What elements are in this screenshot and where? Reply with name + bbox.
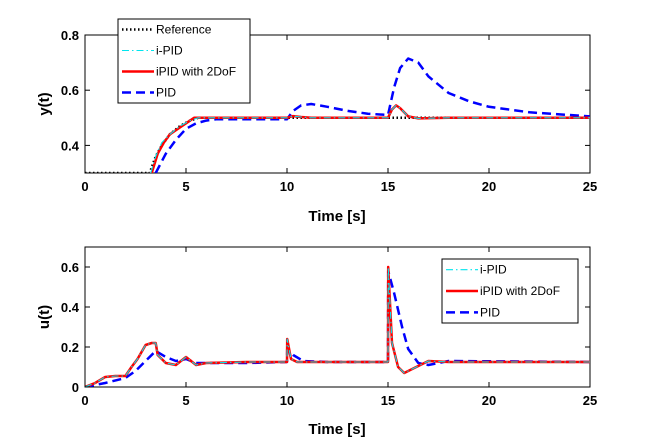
top-y-axis-label: y(t) xyxy=(36,92,53,115)
x-tick-label: 15 xyxy=(381,179,395,194)
x-tick-label: 10 xyxy=(280,179,294,194)
top-legend: Reference i-PID iPID with 2DoF PID xyxy=(117,18,251,104)
x-tick-label: 20 xyxy=(482,179,496,194)
top-x-ticks: 0 5 10 15 20 25 xyxy=(81,35,597,194)
x-tick-label: 10 xyxy=(280,393,294,408)
y-tick-label: 0.8 xyxy=(61,28,79,43)
bottom-y-ticks: 0 0.2 0.4 0.6 xyxy=(61,260,590,395)
bottom-x-axis-label: Time [s] xyxy=(308,421,365,438)
x-tick-label: 0 xyxy=(81,179,88,194)
y-tick-label: 0.2 xyxy=(61,340,79,355)
y-tick-label: 0.4 xyxy=(61,300,80,315)
top-y-ticks: 0.4 0.6 0.8 xyxy=(61,28,590,153)
bottom-series-lines xyxy=(85,265,590,387)
y-tick-label: 0.6 xyxy=(61,260,79,275)
bottom-y-axis-label: u(t) xyxy=(36,305,53,329)
top-x-axis-label: Time [s] xyxy=(308,208,365,225)
series-line-pid xyxy=(85,269,590,387)
legend-label: i-PID xyxy=(156,44,183,58)
legend-label: i-PID xyxy=(480,263,507,277)
x-tick-label: 15 xyxy=(381,393,395,408)
legend-label: iPID with 2DoF xyxy=(156,65,236,79)
legend-label: PID xyxy=(480,305,500,319)
x-tick-label: 25 xyxy=(583,179,597,194)
top-series-lines xyxy=(85,57,590,173)
bottom-legend: i-PID iPID with 2DoF PID xyxy=(441,258,579,324)
y-tick-label: 0 xyxy=(72,380,79,395)
x-tick-label: 5 xyxy=(182,393,189,408)
series-line-i-pid xyxy=(85,266,590,387)
bottom-subplot: 0 5 10 15 20 25 0 0.2 0.4 0.6 Time [s] u(t) i-PI… xyxy=(36,246,597,438)
y-tick-label: 0.4 xyxy=(61,138,80,153)
x-tick-label: 0 xyxy=(81,393,88,408)
x-tick-label: 25 xyxy=(583,393,597,408)
x-tick-label: 5 xyxy=(182,179,189,194)
y-tick-label: 0.6 xyxy=(61,83,79,98)
legend-label: PID xyxy=(156,86,176,100)
legend-box xyxy=(117,18,251,104)
legend-label: Reference xyxy=(156,23,212,37)
x-tick-label: 20 xyxy=(482,393,496,408)
top-subplot: 0 5 10 15 20 25 0.4 0.6 0.8 Time [s] y(t) Refer… xyxy=(36,18,597,225)
series-line-pid xyxy=(154,57,590,173)
bottom-x-ticks: 0 5 10 15 20 25 xyxy=(81,247,597,408)
series-line-i-pid xyxy=(150,104,590,173)
legend-label: iPID with 2DoF xyxy=(480,284,560,298)
